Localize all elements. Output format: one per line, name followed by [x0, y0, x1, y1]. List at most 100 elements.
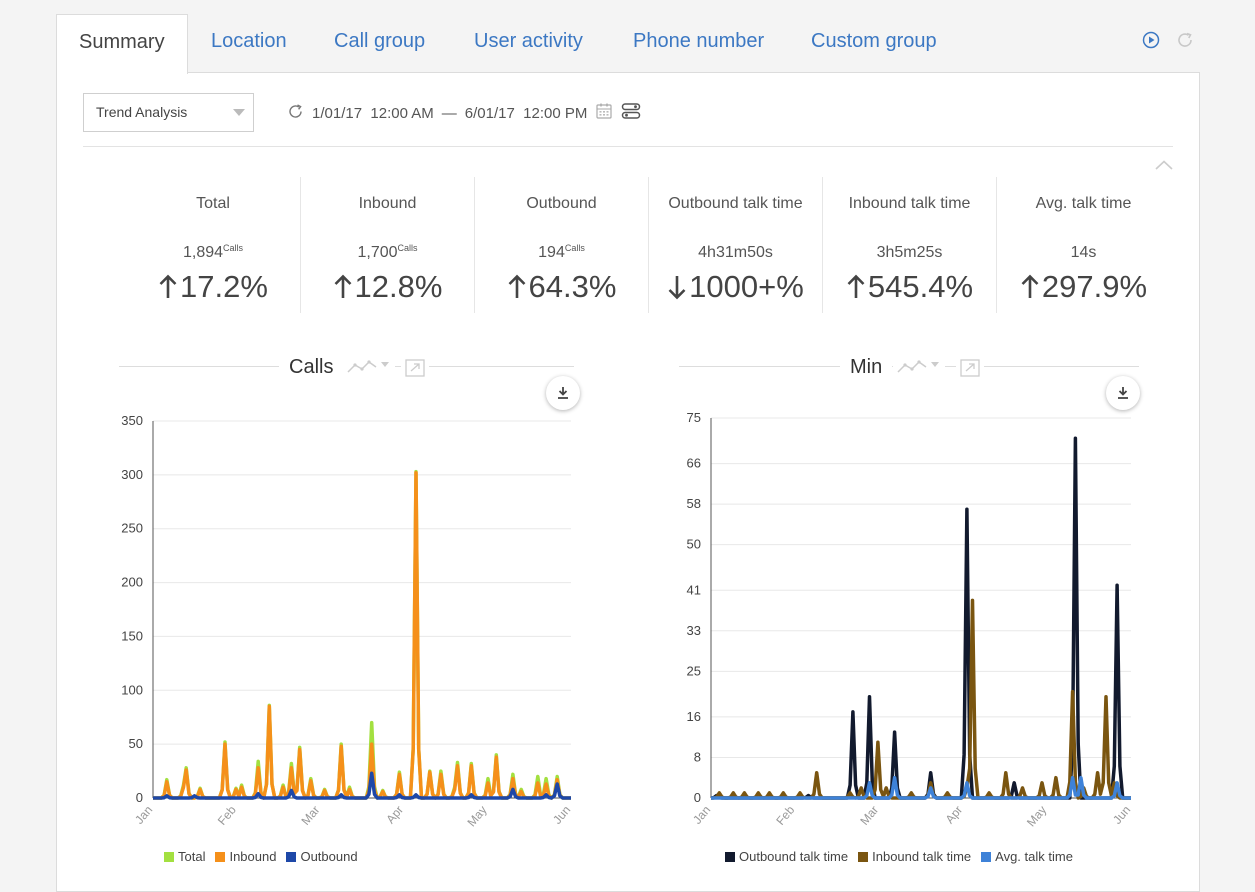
- x-tick-label: Jan: [690, 803, 713, 827]
- legend-label: Outbound: [300, 849, 358, 864]
- y-tick-label: 0: [694, 790, 701, 805]
- stat-change: 297.9%: [997, 269, 1170, 305]
- stat-label: Inbound: [358, 195, 417, 212]
- tab-actions: [1142, 31, 1194, 49]
- legend-label: Avg. talk time: [995, 849, 1073, 864]
- stat-change-value: 297.9%: [1041, 269, 1148, 304]
- legend-item[interactable]: Outbound: [286, 849, 358, 864]
- min-chart: Min 0 8 16 25 33 41 50 58 66 75 Jan Feb Mar Apr May Jun…: [671, 345, 1151, 865]
- x-tick-label: Feb: [215, 803, 239, 828]
- chart-type-icon[interactable]: [893, 358, 945, 381]
- expand-icon[interactable]: [401, 359, 429, 382]
- download-button[interactable]: [546, 376, 580, 410]
- stat-card: Outbound talk time 4h31m50s 1000+%: [648, 177, 822, 313]
- legend-swatch: [725, 852, 735, 862]
- tab-phone-number[interactable]: Phone number: [633, 30, 765, 52]
- tab-call-group[interactable]: Call group: [334, 30, 426, 52]
- calls-chart: Calls 0 50 100 150 200 250 300 350 Jan Feb Mar Apr M…: [111, 345, 591, 865]
- download-icon: [1118, 387, 1128, 399]
- date-start: 1/01/17 12:00 AM: [312, 104, 434, 122]
- stat-label: Outbound talk time: [668, 195, 803, 212]
- stat-change: 1000+%: [649, 269, 822, 305]
- x-tick-label: May: [1024, 803, 1049, 829]
- tab-bar: Summary Location Call group User activit…: [56, 14, 1200, 74]
- stat-change-value: 64.3%: [528, 269, 617, 304]
- stat-change-value: 1000+%: [689, 269, 804, 304]
- y-tick-label: 75: [687, 410, 701, 425]
- legend-item[interactable]: Avg. talk time: [981, 849, 1073, 864]
- x-tick-label: Jun: [550, 803, 573, 827]
- calls-chart-title: Calls: [279, 356, 344, 379]
- legend-item[interactable]: Outbound talk time: [725, 849, 848, 864]
- refresh-icon[interactable]: [1176, 31, 1194, 49]
- stat-change: 17.2%: [126, 269, 300, 305]
- stat-value: 3h5m25s: [823, 243, 996, 263]
- legend-item[interactable]: Total: [164, 849, 205, 864]
- y-tick-label: 66: [687, 456, 701, 471]
- collapse-stats-button[interactable]: [1155, 157, 1173, 175]
- legend-label: Inbound: [229, 849, 277, 864]
- stats-row: Total 1,894Calls 17.2% Inbound 1,700Calls 12.…: [126, 177, 1170, 313]
- tab-location[interactable]: Location: [211, 30, 287, 52]
- min-chart-title: Min: [840, 356, 893, 379]
- stat-value: 1,700Calls: [301, 243, 474, 263]
- y-tick-label: 8: [694, 749, 701, 764]
- y-tick-label: 50: [129, 736, 143, 751]
- series-line-avg-talk-time: [711, 775, 1131, 800]
- stat-card: Avg. talk time 14s 297.9%: [996, 177, 1170, 313]
- stat-change: 545.4%: [823, 269, 996, 305]
- stat-number: 4h31m50s: [698, 244, 773, 261]
- y-tick-label: 16: [687, 709, 701, 724]
- y-tick-label: 33: [687, 623, 701, 638]
- analysis-select[interactable]: Trend Analysis: [83, 93, 254, 132]
- stat-number: 1,700: [357, 244, 398, 261]
- filter-toolbar: Trend Analysis 1/01/17 12:00 AM — 6/01/1…: [83, 93, 1173, 147]
- stat-number: 1,894: [182, 244, 224, 261]
- expand-icon[interactable]: [956, 359, 984, 382]
- stat-unit: Calls: [397, 243, 418, 253]
- stat-label: Avg. talk time: [1035, 195, 1132, 212]
- download-icon: [558, 387, 568, 399]
- stat-label: Total: [196, 195, 230, 212]
- legend-swatch: [286, 852, 297, 862]
- x-tick-label: Apr: [383, 803, 406, 826]
- chart-type-icon[interactable]: [343, 358, 395, 381]
- download-button[interactable]: [1106, 376, 1140, 410]
- stat-value: 14s: [997, 243, 1170, 263]
- x-tick-label: May: [464, 803, 489, 829]
- y-tick-label: 50: [687, 537, 701, 552]
- stat-value: 194Calls: [475, 243, 648, 263]
- arrow-up-icon: [508, 274, 525, 298]
- series-line-inbound: [153, 470, 571, 800]
- chevron-up-icon: [1155, 160, 1173, 170]
- stat-change: 64.3%: [475, 269, 648, 305]
- play-icon[interactable]: [1142, 31, 1160, 49]
- chevron-down-icon: [233, 109, 245, 116]
- y-tick-label: 250: [121, 521, 143, 536]
- analysis-select-value: Trend Analysis: [96, 104, 188, 120]
- legend-label: Inbound talk time: [872, 849, 972, 864]
- stat-change-value: 545.4%: [867, 269, 974, 304]
- y-tick-label: 25: [687, 663, 701, 678]
- series-line-outbound: [153, 771, 571, 800]
- date-range[interactable]: 1/01/17 12:00 AM — 6/01/17 12:00 PM: [287, 101, 641, 125]
- legend-item[interactable]: Inbound talk time: [858, 849, 971, 864]
- reset-icon[interactable]: [287, 103, 304, 124]
- toggle-view-icon[interactable]: [621, 102, 641, 124]
- date-end: 6/01/17 12:00 PM: [464, 104, 588, 122]
- calendar-icon[interactable]: [595, 102, 613, 124]
- y-tick-label: 41: [687, 582, 701, 597]
- tab-custom-group[interactable]: Custom group: [811, 30, 937, 52]
- tab-user-activity[interactable]: User activity: [474, 30, 583, 52]
- arrow-up-icon: [847, 274, 865, 298]
- stat-card: Outbound 194Calls 64.3%: [474, 177, 648, 313]
- stat-value: 4h31m50s: [649, 243, 822, 263]
- tab-summary[interactable]: Summary: [56, 14, 188, 74]
- y-tick-label: 150: [121, 628, 143, 643]
- stat-label: Inbound talk time: [848, 195, 971, 212]
- legend-item[interactable]: Inbound: [215, 849, 276, 864]
- stat-number: 3h5m25s: [876, 244, 943, 261]
- series-line-outbound-talk-time: [710, 436, 1131, 800]
- x-tick-label: Jan: [132, 803, 155, 827]
- series-line-total: [153, 469, 571, 800]
